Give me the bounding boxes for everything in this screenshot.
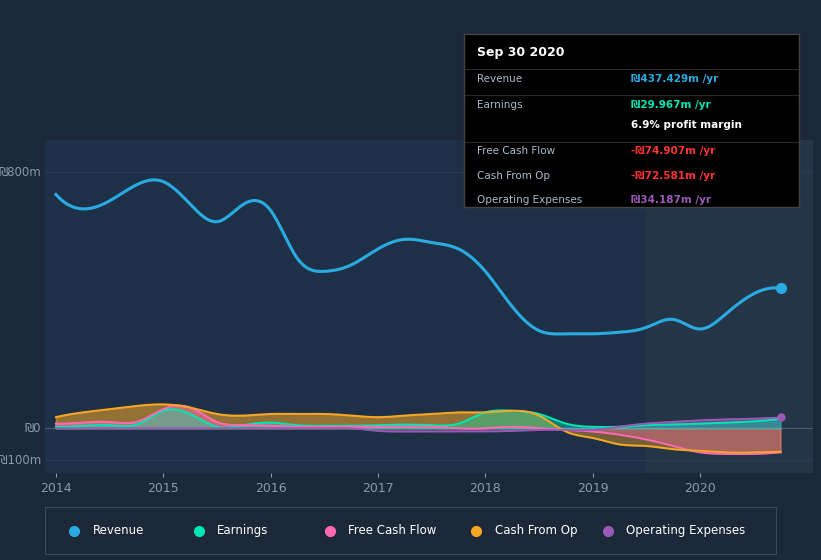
Text: Operating Expenses: Operating Expenses (477, 195, 583, 205)
Text: Free Cash Flow: Free Cash Flow (477, 147, 555, 156)
Bar (646, 140, 813, 473)
Text: -₪74.907m /yr: -₪74.907m /yr (631, 147, 716, 156)
Text: Revenue: Revenue (93, 524, 144, 537)
Text: Operating Expenses: Operating Expenses (626, 524, 745, 537)
Text: Revenue: Revenue (477, 73, 522, 83)
Text: ₪800m: ₪800m (0, 166, 41, 179)
Text: -₪100m: -₪100m (0, 454, 41, 467)
Text: ₪29.967m /yr: ₪29.967m /yr (631, 100, 711, 110)
Text: Earnings: Earnings (217, 524, 268, 537)
Text: Cash From Op: Cash From Op (477, 171, 550, 181)
Text: ₪437.429m /yr: ₪437.429m /yr (631, 73, 718, 83)
Text: Cash From Op: Cash From Op (494, 524, 577, 537)
Text: Free Cash Flow: Free Cash Flow (348, 524, 437, 537)
Text: -₪72.581m /yr: -₪72.581m /yr (631, 171, 715, 181)
Text: ₪34.187m /yr: ₪34.187m /yr (631, 195, 711, 205)
Text: Earnings: Earnings (477, 100, 523, 110)
Text: 6.9% profit margin: 6.9% profit margin (631, 120, 742, 130)
Text: ₪0: ₪0 (25, 422, 41, 435)
Text: Sep 30 2020: Sep 30 2020 (477, 46, 565, 59)
